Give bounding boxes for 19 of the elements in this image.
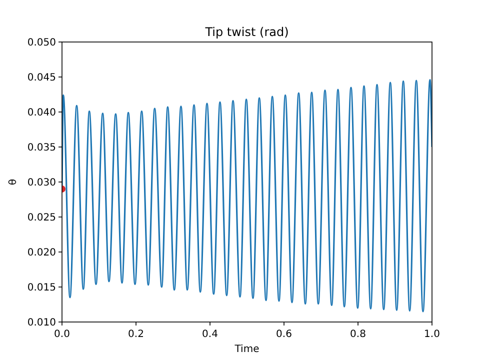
- y-tick-label: 0.045: [27, 72, 56, 84]
- x-tick-label: 0.2: [128, 329, 144, 340]
- y-tick-label: 0.030: [27, 178, 56, 188]
- line-series: [62, 79, 432, 312]
- y-tick-label: 0.050: [27, 38, 56, 48]
- x-tick-label: 0.0: [54, 329, 70, 340]
- x-axis-title: Time: [234, 344, 260, 355]
- y-tick-label: 0.020: [27, 248, 56, 258]
- y-axis-title: θ: [8, 178, 19, 186]
- chart-title: Tip twist (rad): [204, 25, 289, 39]
- y-tick-label: 0.010: [27, 318, 56, 328]
- y-tick-label: 0.035: [27, 142, 56, 154]
- x-tick-label: 0.8: [350, 329, 366, 340]
- y-tick-label: 0.015: [27, 282, 56, 294]
- x-tick-label: 0.6: [276, 329, 292, 340]
- x-tick-label: 0.4: [202, 329, 218, 340]
- y-tick-label: 0.025: [27, 212, 56, 224]
- x-tick-label: 1.0: [424, 329, 440, 340]
- y-tick-label: 0.040: [27, 108, 56, 118]
